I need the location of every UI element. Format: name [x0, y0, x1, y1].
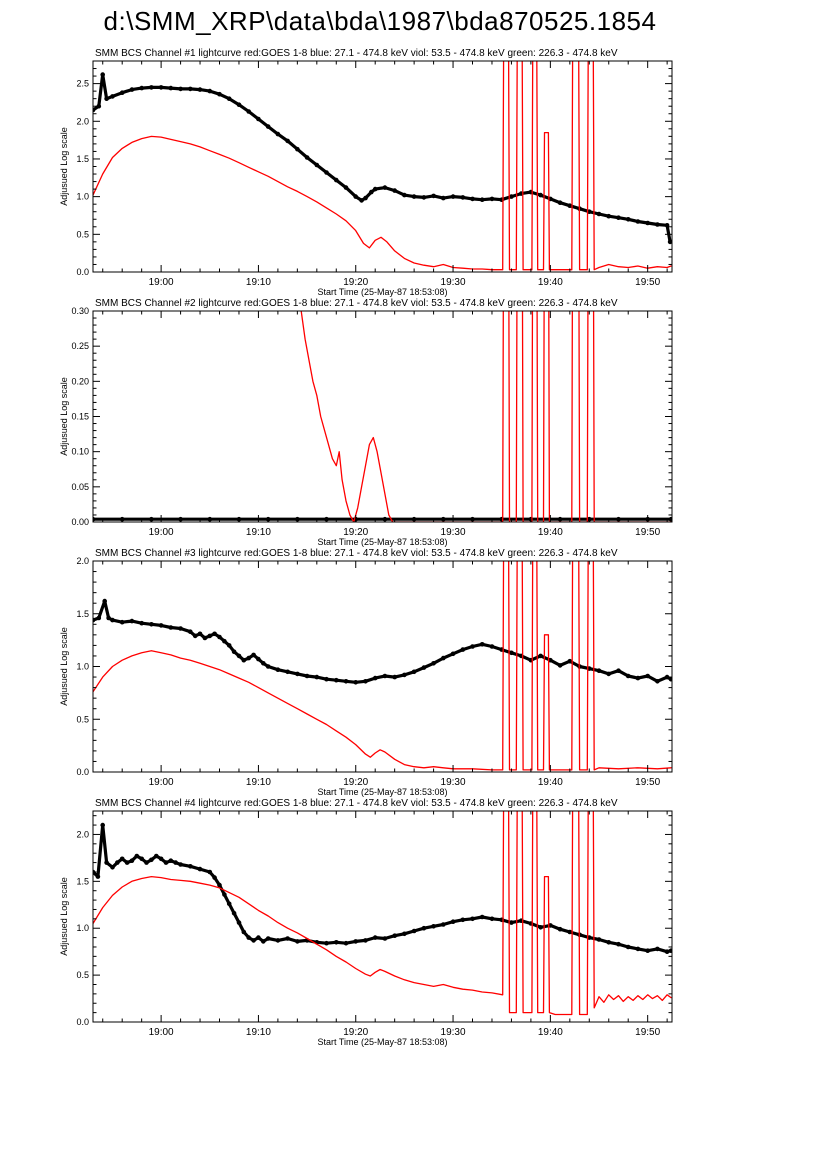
y-axis-label: Adjusued Log scale [59, 377, 69, 456]
y-tick-label: 1.5 [76, 876, 89, 886]
axes: 19:00 19:10 19:20 19:30 19:40 19:50 0.0 0.5 1.0 1… [76, 60, 673, 288]
panel-title: SMM BCS Channel #4 lightcurve red:GOES 1… [95, 798, 618, 809]
y-tick-label: 0.00 [71, 517, 89, 527]
x-tick-label: 19:20 [343, 1027, 368, 1038]
y-tick-label: 0.25 [71, 341, 89, 351]
y-tick-label: 0.0 [76, 267, 89, 277]
chart-panels: 19:00 19:10 19:20 19:30 19:40 19:50 0.0 0.5 1.0 1… [0, 47, 826, 1047]
x-tick-label: 19:50 [635, 277, 660, 288]
y-tick-label: 0.5 [76, 970, 89, 980]
y-axis-label: Adjusued Log scale [59, 627, 69, 706]
x-tick-label: 19:00 [149, 527, 174, 538]
x-axis-label: Start Time (25-May-87 18:53:08) [317, 537, 447, 547]
x-tick-label: 19:00 [149, 1027, 174, 1038]
y-tick-label: 1.5 [76, 154, 89, 164]
y-tick-label: 1.0 [76, 923, 89, 933]
series-goes-1-8 [93, 61, 672, 271]
plot-page: d:\SMM_XRP\data\bda\1987\bda870525.1854 … [0, 6, 826, 1047]
y-tick-label: 0.15 [71, 412, 89, 422]
y-tick-label: 2.0 [76, 829, 89, 839]
panel-title: SMM BCS Channel #1 lightcurve red:GOES 1… [95, 48, 618, 59]
axes: 19:00 19:10 19:20 19:30 19:40 19:50 0.00 0.05 0.… [71, 306, 673, 538]
channel-1-chart: 19:00 19:10 19:20 19:30 19:40 19:50 0.0 0.5 1.0 1… [59, 48, 673, 297]
x-axis-label: Start Time (25-May-87 18:53:08) [317, 1037, 447, 1047]
x-tick-label: 19:20 [343, 527, 368, 538]
y-tick-label: 2.0 [76, 556, 89, 566]
x-tick-label: 19:30 [441, 777, 466, 788]
y-tick-label: 0.5 [76, 229, 89, 239]
y-tick-label: 0.5 [76, 714, 89, 724]
x-tick-label: 19:40 [538, 277, 563, 288]
series-group [93, 561, 672, 771]
series-bcs-lightcurve-markers [93, 72, 672, 245]
series-group [93, 61, 672, 271]
channel-4-chart: 19:00 19:10 19:20 19:30 19:40 19:50 0.0 0.5 1.0 1… [59, 798, 673, 1047]
x-axis-label: Start Time (25-May-87 18:53:08) [317, 787, 447, 797]
x-tick-label: 19:50 [635, 1027, 660, 1038]
x-axis-label: Start Time (25-May-87 18:53:08) [317, 287, 447, 297]
x-tick-label: 19:10 [246, 277, 271, 288]
x-tick-label: 19:10 [246, 527, 271, 538]
x-tick-label: 19:00 [149, 277, 174, 288]
panel-title: SMM BCS Channel #2 lightcurve red:GOES 1… [95, 298, 618, 309]
series-group [93, 811, 672, 1016]
x-tick-label: 19:30 [441, 527, 466, 538]
y-tick-label: 1.5 [76, 609, 89, 619]
y-tick-label: 0.05 [71, 482, 89, 492]
channel-3-chart: 19:00 19:10 19:20 19:30 19:40 19:50 0.0 0.5 1.0 1… [59, 548, 673, 797]
x-tick-label: 19:50 [635, 527, 660, 538]
series-bcs-lightcurve [93, 823, 672, 954]
series-bcs-lightcurve-markers [93, 822, 672, 954]
x-tick-label: 19:20 [343, 777, 368, 788]
series-group [93, 311, 672, 522]
series-goes-1-8 [93, 561, 672, 771]
y-axis-label: Adjusued Log scale [59, 127, 69, 206]
x-tick-label: 19:30 [441, 1027, 466, 1038]
y-axis-label: Adjusued Log scale [59, 877, 69, 956]
y-tick-label: 0.30 [71, 306, 89, 316]
y-tick-label: 2.5 [76, 79, 89, 89]
y-tick-label: 0.0 [76, 767, 89, 777]
series-bcs-lightcurve [93, 73, 672, 244]
page-title: d:\SMM_XRP\data\bda\1987\bda870525.1854 [103, 6, 657, 36]
x-tick-label: 19:50 [635, 777, 660, 788]
axes: 19:00 19:10 19:20 19:30 19:40 19:50 0.0 0.5 1.0 1… [76, 556, 673, 788]
x-tick-label: 19:40 [538, 527, 563, 538]
y-tick-label: 0.0 [76, 1017, 89, 1027]
series-goes-1-8 [93, 811, 672, 1016]
x-tick-label: 19:40 [538, 777, 563, 788]
y-tick-label: 0.10 [71, 447, 89, 457]
y-tick-label: 1.0 [76, 192, 89, 202]
series-bcs-lightcurve-markers [93, 598, 672, 685]
y-tick-label: 1.0 [76, 662, 89, 672]
x-tick-label: 19:10 [246, 777, 271, 788]
axes: 19:00 19:10 19:20 19:30 19:40 19:50 0.0 0.5 1.0 1… [76, 810, 673, 1038]
x-tick-label: 19:00 [149, 777, 174, 788]
y-tick-label: 2.0 [76, 116, 89, 126]
x-tick-label: 19:20 [343, 277, 368, 288]
panel-title: SMM BCS Channel #3 lightcurve red:GOES 1… [95, 548, 618, 559]
series-bcs-lightcurve [93, 599, 672, 684]
x-tick-label: 19:40 [538, 1027, 563, 1038]
x-tick-label: 19:10 [246, 1027, 271, 1038]
x-tick-label: 19:30 [441, 277, 466, 288]
y-tick-label: 0.20 [71, 376, 89, 386]
channel-2-chart: 19:00 19:10 19:20 19:30 19:40 19:50 0.00 0.05 0.… [59, 298, 673, 547]
series-goes-1-8 [300, 311, 672, 522]
